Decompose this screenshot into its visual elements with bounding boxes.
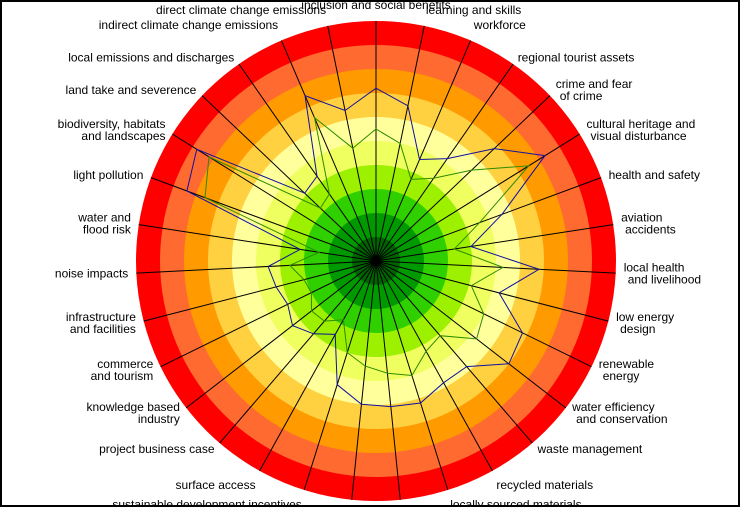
- axis-spoke: [375, 63, 514, 262]
- axis-spoke: [201, 95, 377, 262]
- axis-label: noise impacts: [55, 267, 128, 281]
- axis-label: crime and fear of crime: [556, 77, 633, 103]
- axis-spoke: [280, 40, 377, 262]
- axis-spoke: [327, 25, 377, 262]
- axis-spoke: [375, 260, 493, 472]
- axis-spoke: [219, 260, 377, 444]
- axis-label: water efficiency and conservation: [571, 400, 667, 426]
- axis-spoke: [375, 260, 609, 322]
- axis-label: cultural heritage and visual disturbance: [587, 117, 696, 143]
- axis-label: infrastructure and facilities: [66, 310, 136, 336]
- axis-spoke: [143, 260, 377, 322]
- axis-label: water and flood risk: [77, 210, 132, 236]
- axis-spoke: [375, 260, 616, 274]
- axis-label: locally sourced materials: [450, 498, 581, 505]
- axis-spoke: [172, 133, 377, 262]
- axis-spoke: [259, 260, 377, 472]
- axis-spoke: [375, 224, 614, 262]
- axis-label: learning and skills: [426, 3, 521, 17]
- axis-label: inclusion and social benefits: [301, 2, 450, 12]
- axis-label: surface access: [176, 478, 256, 492]
- series-line-1: [186, 87, 546, 408]
- axis-label: biodiversity, habitats and landscapes: [58, 117, 166, 143]
- axis-label: workforce: [473, 18, 526, 32]
- axis-spoke: [375, 260, 533, 444]
- axis-label: direct climate change emissions: [156, 3, 326, 17]
- axis-spoke: [351, 260, 377, 500]
- axis-label: health and safety: [609, 168, 700, 182]
- axis-label: regional tourist assets: [518, 51, 635, 65]
- axis-label: commerce and tourism: [91, 357, 154, 383]
- axis-spoke: [136, 260, 377, 274]
- axis-label: local health and livelihood: [624, 261, 701, 287]
- axis-label: waste management: [537, 442, 643, 456]
- axis-spoke: [375, 95, 551, 262]
- axis-label: light pollution: [73, 168, 143, 182]
- axis-label: project business case: [99, 442, 215, 456]
- axis-label: land take and severence: [66, 83, 197, 97]
- series-line-2: [204, 116, 530, 377]
- axis-spoke: [185, 260, 377, 409]
- axis-spoke: [160, 260, 377, 368]
- axis-label: sustainable development incentives: [112, 498, 301, 505]
- axis-spoke: [375, 260, 401, 500]
- axis-label: local emissions and discharges: [68, 51, 234, 65]
- axis-spoke: [238, 63, 377, 262]
- axis-spoke: [138, 224, 377, 262]
- axis-label: aviation accidents: [621, 210, 676, 236]
- axis-spoke: [375, 260, 567, 409]
- axis-label: renewable energy: [599, 357, 655, 383]
- axis-label: knowledge based industry: [86, 400, 179, 426]
- axis-spoke: [303, 260, 377, 491]
- axis-spoke: [375, 177, 602, 262]
- axis-spoke: [375, 40, 472, 262]
- axis-label: recycled materials: [496, 478, 593, 492]
- axis-label: low energy design: [616, 310, 674, 336]
- axis-label: indirect climate change emissions: [99, 18, 278, 32]
